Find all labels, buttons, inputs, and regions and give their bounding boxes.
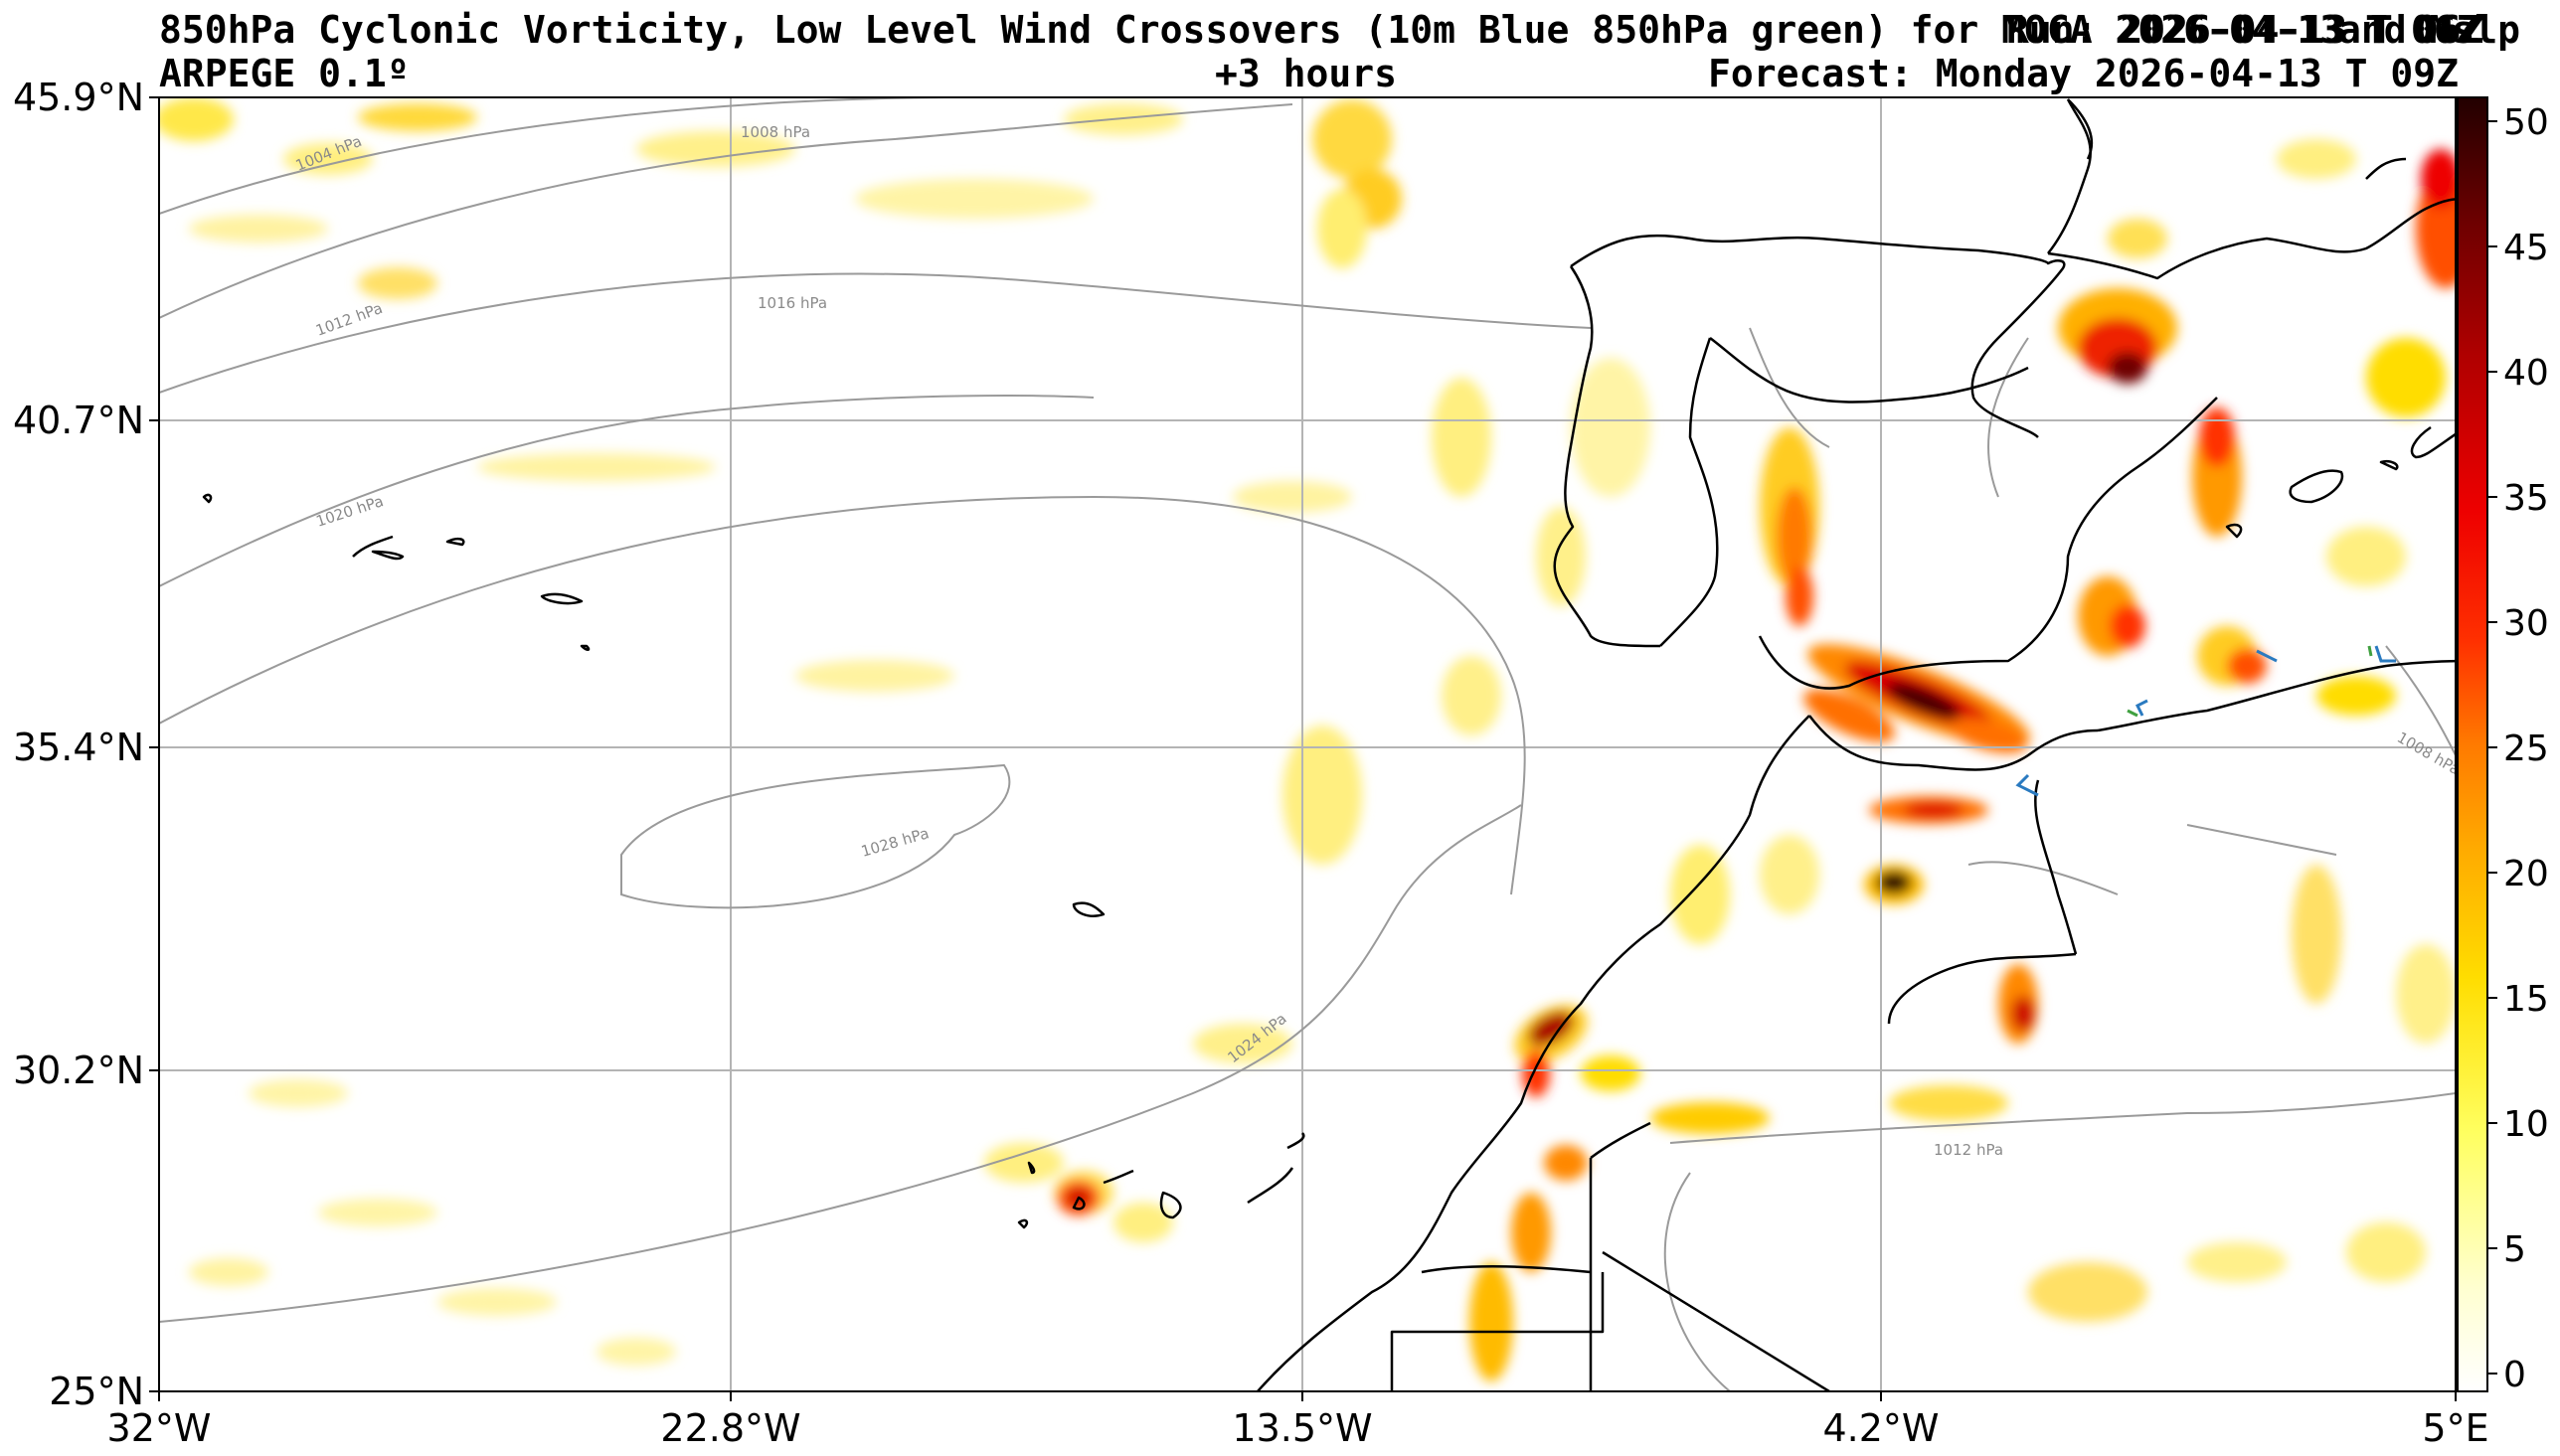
colorbar-tick: 40	[2503, 353, 2549, 394]
lat-tick: 35.4°N	[13, 726, 144, 769]
map-panel: 1004 hPa 1008 hPa 1012 hPa 1016 hPa 1020…	[159, 97, 2456, 1391]
map-frame	[158, 96, 2457, 1392]
colorbar: 50 45 40 35 30 25 20 15 10 5 0	[2457, 96, 2549, 1395]
colorbar-tick: 50	[2503, 102, 2549, 143]
colorbar-tick: 15	[2503, 979, 2549, 1020]
lon-tick: 5°E	[2422, 1406, 2488, 1450]
title-suffix: and Mslp	[2338, 8, 2521, 52]
lon-tick: 32°W	[107, 1406, 212, 1450]
lat-tick: 45.9°N	[13, 76, 144, 119]
isobar-label: 1012 hPa	[1934, 1141, 2003, 1159]
colorbar-tick: 45	[2503, 228, 2549, 268]
lat-tick: 40.7°N	[13, 399, 144, 442]
colorbar-tick: 35	[2503, 478, 2549, 519]
lon-axis: 32°W 22.8°W 13.5°W 4.2°W 5°E	[107, 1406, 2489, 1450]
coastlines	[202, 98, 2456, 1391]
chart-title: 850hPa Cyclonic Vorticity, Low Level Win…	[159, 8, 2479, 52]
colorbar-tick: 20	[2503, 854, 2549, 894]
isobar-label: 1016 hPa	[758, 294, 827, 312]
valid-time: Forecast: Monday 2026-04-13 T 09Z	[1708, 52, 2459, 95]
colorbar-tick: 30	[2503, 603, 2549, 644]
axis-ticks	[149, 96, 2457, 1401]
colorbar-tick: 10	[2503, 1104, 2549, 1145]
lat-tick: 30.2°N	[13, 1049, 144, 1092]
colorbar-tick: 25	[2503, 728, 2549, 769]
colorbar-tick: 5	[2503, 1229, 2526, 1270]
lat-axis: 45.9°N 40.7°N 35.4°N 30.2°N 25°N	[13, 76, 144, 1413]
lon-tick: 13.5°W	[1232, 1406, 1372, 1450]
isobar-label: 1008 hPa	[741, 123, 810, 141]
graticule	[159, 97, 2456, 1391]
lat-tick: 25°N	[49, 1370, 144, 1413]
lon-tick: 4.2°W	[1822, 1406, 1939, 1450]
model-name: ARPEGE 0.1º	[159, 52, 410, 95]
isobars	[159, 97, 2456, 1391]
lon-tick: 22.8°W	[660, 1406, 800, 1450]
lead-time: +3 hours	[1215, 52, 1398, 95]
run-time: Run: 2026-04-13 T 06Z	[2006, 8, 2484, 52]
wind-crossovers	[2015, 645, 2396, 797]
colorbar-tick: 0	[2503, 1355, 2526, 1395]
